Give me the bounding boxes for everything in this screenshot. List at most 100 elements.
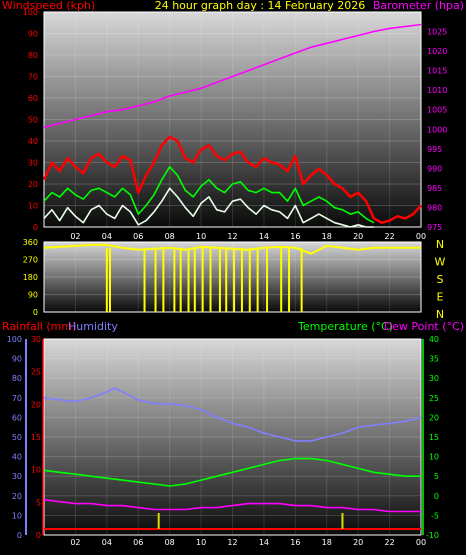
compass-label: E [437,291,444,304]
x-tick-label: 22 [384,232,394,241]
barometer-tick-label: 985 [427,184,442,193]
barometer-axis-label: Barometer (hpa) [373,0,464,12]
panel3-series [43,387,422,530]
humidity-tick-label: 50 [12,433,22,442]
x-tick-label: 06 [133,538,143,547]
x-tick-label: 20 [353,538,363,547]
barometer-tick-label: 1020 [427,47,447,56]
compass-label: W [435,256,446,269]
panel3-ticks: 0102030405060708090100051015202530-10-50… [7,335,439,547]
humidity-tick-label: 80 [12,374,22,383]
panel2-series [43,243,421,312]
temperature-tick-label: -5 [431,511,439,520]
temperature-tick-label: 5 [434,472,439,481]
humidity-tick-label: 40 [12,453,22,462]
windspeed-tick-label: 0 [33,223,38,232]
temperature-tick-label: 30 [429,374,439,383]
barometer-tick-label: 1025 [427,28,447,37]
humidity-tick-label: 60 [12,413,22,422]
panel3-background [43,338,422,536]
panel1-background [43,11,422,228]
direction-tick-label: 180 [23,273,38,282]
direction-tick-label: 270 [23,256,38,265]
barometer-tick-label: 995 [427,145,442,154]
x-tick-label: 16 [290,232,300,241]
panel1-series [42,23,422,228]
x-tick-label: 10 [196,538,206,547]
humidity-tick-label: 30 [12,472,22,481]
windspeed-tick-label: 20 [28,180,38,189]
direction-tick-label: 90 [28,291,38,300]
windspeed-tick-label: 10 [28,202,38,211]
humidity-tick-label: 90 [12,355,22,364]
temperature-tick-label: 35 [429,355,439,364]
windspeed-axis-label: Windspeed (kph) [2,0,95,12]
barometer-tick-label: 1015 [427,67,447,76]
x-tick-label: 22 [384,538,394,547]
windspeed-tick-label: 90 [28,30,38,39]
windspeed-tick-label: 40 [28,137,38,146]
rainfall-tick-label: 25 [31,368,41,377]
x-tick-label: 08 [165,538,175,547]
panel3-grid [44,338,422,536]
x-tick-label: 04 [102,538,112,547]
rainfall-tick-label: 30 [31,335,41,344]
rainfall-tick-label: 15 [31,433,41,442]
x-tick-label: 00 [416,232,426,241]
barometer-tick-label: 980 [427,203,442,212]
temperature-tick-label: 25 [429,394,439,403]
chart-title: 24 hour graph day : 14 February 2026 [155,0,366,12]
humidity-axis-label: Humidity [68,320,118,333]
barometer-tick-label: 1010 [427,86,447,95]
series-line-4 [43,23,422,129]
x-tick-label: 20 [353,232,363,241]
barometer-tick-label: 990 [427,164,442,173]
dew-point-axis-label: Dew Point (°C) [384,320,464,333]
x-tick-label: 04 [102,232,112,241]
windspeed-tick-label: 60 [28,94,38,103]
windspeed-tick-label: 80 [28,51,38,60]
compass-label: S [437,273,444,286]
series-line-1 [42,135,422,224]
series-line-3 [43,187,374,228]
panel1-grid [44,11,422,228]
rain-humidity-temperature-chart: 0102030405060708090100051015202530-10-50… [2,320,464,547]
rainfall-tick-label: 5 [36,498,41,507]
windspeed-tick-label: 30 [28,159,38,168]
x-tick-label: 08 [165,232,175,241]
series-line-2 [43,457,421,487]
humidity-tick-label: 0 [17,531,22,540]
panel2-ticks: 0 90 180 270 360 [23,238,38,317]
series-line-1 [43,387,422,442]
x-tick-label: 14 [259,538,269,547]
temperature-tick-label: 20 [429,413,439,422]
temperature-tick-label: 15 [429,433,439,442]
x-tick-label: 06 [133,232,143,241]
series-line-2 [43,166,375,224]
windspeed-tick-label: 50 [28,116,38,125]
x-tick-label: 12 [227,232,237,241]
temperature-tick-label: -10 [426,531,439,540]
temperature-tick-label: 40 [429,335,439,344]
rainfall-tick-label: 10 [31,466,41,475]
x-tick-label: 14 [259,232,269,241]
compass-label: N [436,308,444,321]
windspeed-barometer-chart: 0102030405060708090100975980985990995100… [2,0,464,241]
x-tick-label: 02 [70,232,80,241]
rainfall-tick-label: 20 [31,400,41,409]
temperature-tick-label: 0 [434,492,439,501]
temperature-axis-label: Temperature (°C) [297,320,393,333]
x-tick-label: 18 [322,538,332,547]
humidity-tick-label: 10 [12,511,22,520]
wind-direction-line [43,243,421,255]
barometer-tick-label: 1000 [427,125,447,134]
x-tick-label: 18 [322,232,332,241]
x-tick-label: 02 [70,538,80,547]
compass-label: N [436,238,444,251]
windspeed-tick-label: 100 [23,8,38,17]
rainfall-tick-label: 0 [36,531,41,540]
rainfall-axis-label: Rainfall (mm) [2,320,76,333]
